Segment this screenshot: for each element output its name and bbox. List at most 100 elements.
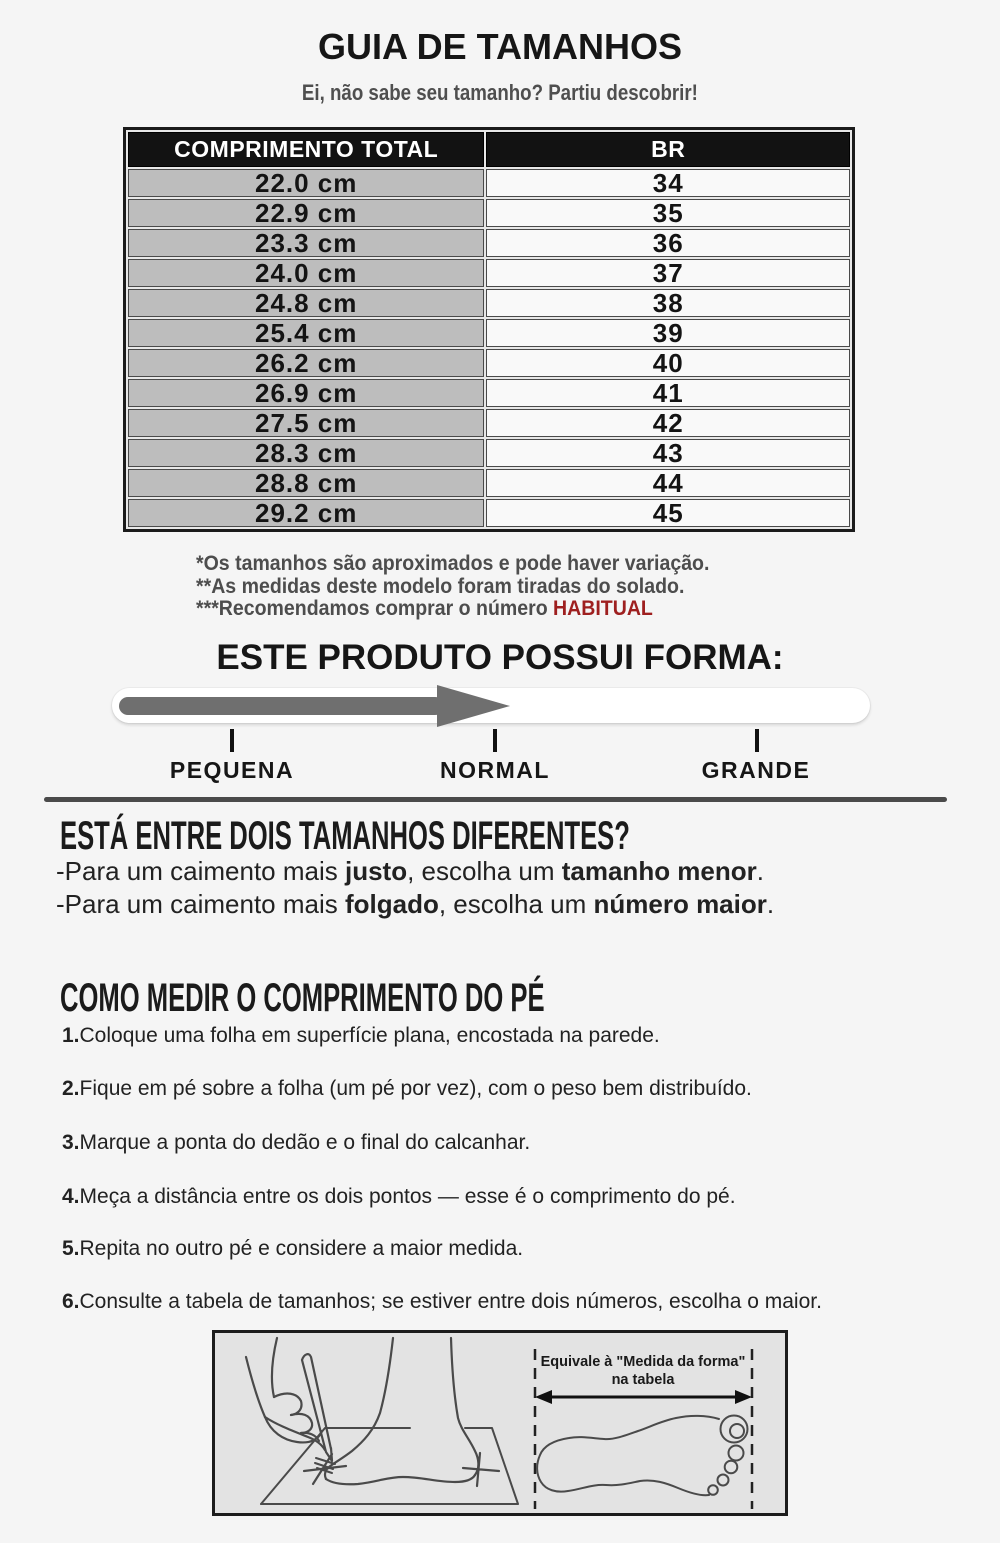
fit-line-1-pre: -Para um caimento mais [56, 856, 345, 886]
tick-grande [755, 729, 759, 752]
cell-comprimento: 26.2 cm [128, 349, 485, 377]
step-text: Meça a distância entre os dois pontos — … [79, 1185, 736, 1208]
toe-3 [723, 1459, 739, 1475]
cell-br: 42 [486, 409, 850, 437]
cell-br: 41 [486, 379, 850, 407]
table-row: 26.2 cm 40 [128, 349, 850, 377]
cell-br: 36 [486, 229, 850, 257]
footnote-line-2: **As medidas deste modelo foram tiradas … [196, 574, 685, 598]
page-title-text: GUIA DE TAMANHOS [318, 26, 682, 67]
step-item-3: 3.Marque a ponta do dedão e o final do c… [62, 1131, 530, 1155]
table-row: 22.0 cm 34 [128, 169, 850, 197]
fit-scale-track [112, 685, 870, 727]
forma-title-text: ESTE PRODUTO POSSUI FORMA: [216, 638, 784, 677]
step-number: 5. [62, 1237, 80, 1260]
cell-br: 43 [486, 439, 850, 467]
cell-br: 37 [486, 259, 850, 287]
fit-line-2-bold1: folgado [344, 889, 439, 919]
step-number: 4. [62, 1185, 80, 1208]
step-text: Consulte a tabela de tamanhos; se estive… [79, 1290, 822, 1313]
toe-2 [727, 1444, 745, 1462]
cell-comprimento: 29.2 cm [128, 499, 485, 527]
step-text: Fique em pé sobre a folha (um pé por vez… [79, 1077, 752, 1100]
page-subtitle: Ei, não sabe seu tamanho? Partiu descobr… [0, 80, 1000, 106]
label-grande: GRANDE [701, 757, 811, 783]
footnote-line-3-text: ***Recomendamos comprar o número [196, 597, 554, 620]
cell-br: 35 [486, 199, 850, 227]
step-item-2: 2.Fique em pé sobre a folha (um pé por v… [62, 1077, 752, 1101]
forma-title: ESTE PRODUTO POSSUI FORMA: [0, 638, 1000, 678]
table-row: 28.8 cm 44 [128, 469, 850, 497]
fit-heading: ESTÁ ENTRE DOIS TAMANHOS DIFERENTES? [60, 814, 950, 859]
illustration-caption-line-1: Equivale à "Medida da forma" [541, 1354, 746, 1370]
fit-line-1-post: . [756, 856, 764, 886]
fit-line-2-mid: , escolha um [438, 889, 594, 919]
cell-br: 38 [486, 289, 850, 317]
table-row: 26.9 cm 41 [128, 379, 850, 407]
step-number: 2. [62, 1077, 80, 1100]
footnote-line-1: *Os tamanhos são aproximados e pode have… [196, 552, 710, 575]
step-text: Marque a ponta do dedão e o final do cal… [79, 1131, 531, 1154]
table-row: 28.3 cm 43 [128, 439, 850, 467]
size-table-header-row: COMPRIMENTO TOTAL BR [128, 132, 850, 167]
step-item-1: 1.Coloque uma folha em superfície plana,… [62, 1024, 660, 1048]
cell-br: 40 [486, 349, 850, 377]
fit-line-2-post: . [766, 889, 775, 919]
fit-line-1-bold1: justo [344, 856, 408, 886]
cell-br: 45 [486, 499, 850, 527]
label-pequena: PEQUENA [169, 757, 295, 783]
cell-br: 44 [486, 469, 850, 497]
measure-arrow-icon [535, 1390, 752, 1404]
column-header-br: BR [486, 132, 850, 167]
fit-heading-text: ESTÁ ENTRE DOIS TAMANHOS DIFERENTES? [60, 814, 630, 858]
foot-sole-measure-drawing: Equivale à "Medida da forma" na tabela [533, 1349, 754, 1509]
table-row: 27.5 cm 42 [128, 409, 850, 437]
cell-br: 39 [486, 319, 850, 347]
table-row: 22.9 cm 35 [128, 199, 850, 227]
big-toe-curl [729, 1423, 745, 1439]
table-row: 23.3 cm 36 [128, 229, 850, 257]
foot-tracing-drawing [244, 1336, 519, 1505]
fit-line-2: -Para um caimento mais folgado, escolha … [56, 889, 774, 920]
toe-4 [716, 1473, 730, 1487]
step-text: Coloque uma folha em superfície plana, e… [79, 1024, 660, 1047]
fit-scale-arrow-icon [119, 685, 510, 727]
fit-line-1: -Para um caimento mais justo, escolha um… [56, 856, 764, 887]
fit-line-2-pre: -Para um caimento mais [56, 889, 345, 919]
tick-pequena [230, 729, 234, 752]
cell-comprimento: 26.9 cm [128, 379, 485, 407]
step-number: 3. [62, 1131, 80, 1154]
cell-comprimento: 28.3 cm [128, 439, 485, 467]
cell-comprimento: 22.0 cm [128, 169, 485, 197]
cell-comprimento: 24.8 cm [128, 289, 485, 317]
page-title: GUIA DE TAMANHOS [0, 26, 1000, 68]
cell-comprimento: 24.0 cm [128, 259, 485, 287]
step-text: Repita no outro pé e considere a maior m… [79, 1237, 524, 1260]
fit-line-1-bold2: tamanho menor [561, 856, 757, 886]
step-item-4: 4.Meça a distância entre os dois pontos … [62, 1185, 736, 1209]
table-row: 24.0 cm 37 [128, 259, 850, 287]
measure-heading: COMO MEDIR O COMPRIMENTO DO PÉ [60, 976, 817, 1021]
step-item-6: 6.Consulte a tabela de tamanhos; se esti… [62, 1290, 822, 1314]
table-row: 24.8 cm 38 [128, 289, 850, 317]
measure-heading-text: COMO MEDIR O COMPRIMENTO DO PÉ [60, 976, 545, 1020]
foot-sole-outline [536, 1414, 720, 1497]
page-subtitle-text: Ei, não sabe seu tamanho? Partiu descobr… [302, 80, 698, 105]
table-row: 29.2 cm 45 [128, 499, 850, 527]
cell-comprimento: 23.3 cm [128, 229, 485, 257]
table-row: 25.4 cm 39 [128, 319, 850, 347]
label-normal: NORMAL [440, 757, 550, 783]
cell-br: 34 [486, 169, 850, 197]
cell-comprimento: 28.8 cm [128, 469, 485, 497]
fit-line-1-mid: , escolha um [407, 856, 562, 886]
measurement-illustration: Equivale à "Medida da forma" na tabela [212, 1330, 788, 1516]
illustration-caption-line-2: na tabela [612, 1372, 676, 1388]
size-table: COMPRIMENTO TOTAL BR 22.0 cm 34 22.9 cm 35… [123, 127, 855, 532]
cell-comprimento: 25.4 cm [128, 319, 485, 347]
cell-comprimento: 27.5 cm [128, 409, 485, 437]
fit-line-2-bold2: número maior [593, 889, 767, 919]
toe-5 [707, 1484, 719, 1496]
step-number: 6. [62, 1290, 80, 1313]
column-header-comprimento: COMPRIMENTO TOTAL [128, 132, 485, 167]
